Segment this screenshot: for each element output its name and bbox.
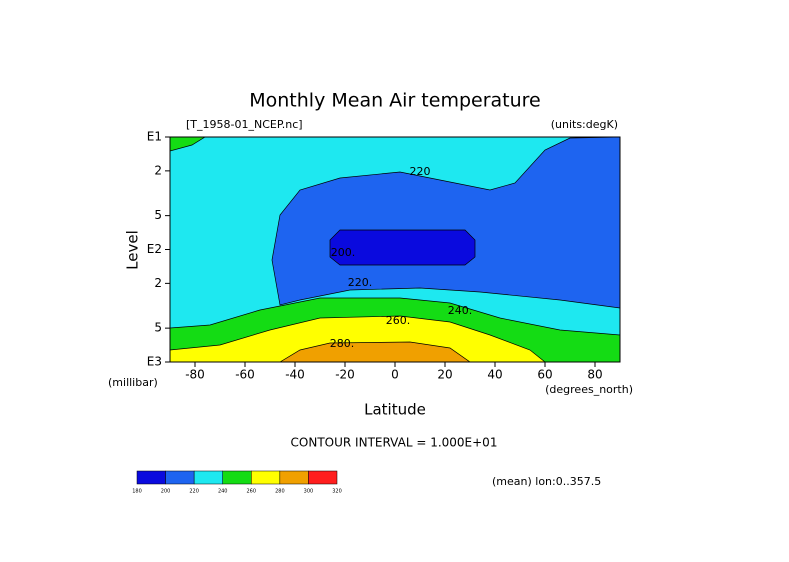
x-tick-label: -80 [185, 368, 205, 382]
x-tick-label: -40 [285, 368, 305, 382]
colorbar-box [222, 470, 252, 485]
colorbar-label: 260 [247, 489, 257, 495]
contour-label: 200. [331, 246, 356, 259]
colorbar-label: 180 [132, 489, 142, 495]
x-tick-label: 0 [391, 368, 399, 382]
colorbar-box [165, 470, 195, 485]
contour-label: 260. [386, 314, 411, 327]
contour-label: 220. [348, 276, 373, 289]
contour-band [279, 341, 471, 362]
x-tick-label: -60 [235, 368, 255, 382]
colorbar-box [279, 470, 309, 485]
colorbar-box [251, 470, 281, 485]
plot-area [170, 137, 620, 362]
subtitle-right: (units:degK) [551, 118, 618, 131]
colorbar-label: 240 [218, 489, 228, 495]
contour-label: 220 [410, 165, 431, 178]
colorbar-box [193, 470, 223, 485]
y-tick-label: E1 [147, 130, 162, 144]
x-tick-label: 60 [537, 368, 552, 382]
y-tick-label: 2 [154, 276, 162, 290]
contour-label: 280. [330, 337, 355, 350]
y-tick-label: 5 [154, 208, 162, 222]
y-tick-label: 5 [154, 321, 162, 335]
colorbar-label: 200 [161, 489, 171, 495]
note: (mean) lon:0..357.5 [492, 475, 601, 488]
x-axis-label: Latitude [364, 401, 426, 419]
y-tick-label: E2 [147, 242, 162, 256]
x-tick-label: 80 [587, 368, 602, 382]
colorbar-label: 320 [332, 489, 342, 495]
y-tick-label: 2 [154, 163, 162, 177]
x-units: (degrees_north) [545, 383, 633, 396]
colorbar-label: 280 [275, 489, 285, 495]
y-tick-label: E3 [147, 355, 162, 369]
subtitle-left: [T_1958-01_NCEP.nc] [186, 118, 303, 131]
contour-band [170, 137, 206, 152]
colorbar-box [308, 470, 338, 485]
colorbar-label: 220 [189, 489, 199, 495]
y-units: (millibar) [108, 376, 158, 389]
chart-title: Monthly Mean Air temperature [249, 90, 540, 112]
colorbar-label: 300 [304, 489, 314, 495]
colorbar-box [136, 470, 166, 485]
x-tick-label: 40 [487, 368, 502, 382]
contour-band [329, 229, 476, 266]
y-axis-label: Level [124, 230, 142, 270]
x-tick-label: 20 [437, 368, 452, 382]
contour-label: 240. [448, 304, 473, 317]
footer: CONTOUR INTERVAL = 1.000E+01 [291, 436, 498, 450]
x-tick-label: -20 [335, 368, 355, 382]
